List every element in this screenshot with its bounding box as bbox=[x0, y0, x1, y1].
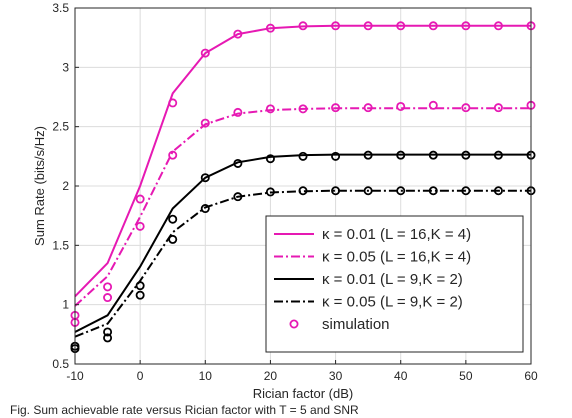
legend-label-1: κ = 0.01 (L = 16,K = 4) bbox=[322, 226, 471, 243]
simulation-point bbox=[265, 104, 275, 114]
simulation-point bbox=[493, 150, 503, 160]
legend: κ = 0.01 (L = 16,K = 4) κ = 0.05 (L = 16,… bbox=[265, 215, 524, 353]
simulation-point bbox=[103, 333, 113, 343]
legend-label-3: κ = 0.01 (L = 9,K = 2) bbox=[322, 271, 463, 288]
x-axis-label: Rician factor (dB) bbox=[253, 386, 353, 401]
x-tick-label: 60 bbox=[524, 369, 538, 383]
simulation-point bbox=[200, 173, 210, 183]
simulation-point bbox=[103, 327, 113, 337]
simulation-point bbox=[233, 192, 243, 202]
series-line-4 bbox=[74, 189, 531, 338]
x-tick-label: 0 bbox=[137, 369, 144, 383]
simulation-point bbox=[396, 186, 406, 196]
y-tick-label: 1 bbox=[62, 298, 69, 312]
y-tick-label: 2.5 bbox=[52, 120, 69, 134]
simulation-point bbox=[135, 290, 145, 300]
simulation-point bbox=[168, 214, 178, 224]
simulation-point bbox=[298, 186, 308, 196]
simulation-point bbox=[265, 154, 275, 164]
simulation-point bbox=[331, 21, 341, 31]
simulation-point bbox=[298, 104, 308, 114]
simulation-point bbox=[461, 186, 471, 196]
simulation-point bbox=[428, 21, 438, 31]
simulation-point bbox=[363, 150, 373, 160]
series-line-1 bbox=[74, 24, 531, 298]
simulation-point bbox=[233, 107, 243, 117]
simulation-point bbox=[298, 21, 308, 31]
simulation-point bbox=[135, 194, 145, 204]
x-tick-label: 20 bbox=[264, 369, 278, 383]
x-tick-label: 50 bbox=[459, 369, 473, 383]
simulation-point bbox=[363, 186, 373, 196]
simulation-point bbox=[493, 103, 503, 113]
x-tick-label: 40 bbox=[394, 369, 408, 383]
simulation-point bbox=[396, 150, 406, 160]
simulation-point bbox=[428, 100, 438, 110]
simulation-point bbox=[331, 103, 341, 113]
simulation-point bbox=[331, 151, 341, 161]
simulation-point bbox=[135, 281, 145, 291]
simulation-point bbox=[168, 150, 178, 160]
simulation-point bbox=[168, 234, 178, 244]
legend-label-2: κ = 0.05 (L = 16,K = 4) bbox=[322, 249, 471, 266]
simulation-point bbox=[493, 21, 503, 31]
simulation-point bbox=[428, 186, 438, 196]
legend-box bbox=[265, 215, 524, 353]
x-tick-label: 10 bbox=[199, 369, 213, 383]
y-tick-label: 0.5 bbox=[52, 357, 69, 371]
figure-caption: Fig. Sum achievable rate versus Rician f… bbox=[10, 403, 359, 417]
simulation-point bbox=[331, 186, 341, 196]
simulation-point bbox=[363, 21, 373, 31]
legend-swatch-simulation bbox=[289, 319, 299, 329]
simulation-point bbox=[265, 187, 275, 197]
legend-label-simulation: simulation bbox=[322, 316, 390, 333]
simulation-point bbox=[200, 48, 210, 58]
x-tick-label: -10 bbox=[66, 369, 84, 383]
simulation-point bbox=[233, 29, 243, 39]
simulation-point bbox=[103, 282, 113, 292]
simulation-point bbox=[265, 23, 275, 33]
simulation-point bbox=[200, 204, 210, 214]
series-lines bbox=[74, 24, 531, 338]
y-tick-label: 1.5 bbox=[52, 238, 69, 252]
y-tick-label: 3 bbox=[62, 60, 69, 74]
simulation-point bbox=[493, 186, 503, 196]
legend-label-4: κ = 0.05 (L = 9,K = 2) bbox=[322, 294, 463, 311]
series-line-3 bbox=[74, 153, 531, 333]
simulation-point bbox=[461, 103, 471, 113]
y-tick-label: 3.5 bbox=[52, 1, 69, 15]
simulation-point bbox=[396, 21, 406, 31]
simulation-point bbox=[461, 150, 471, 160]
simulation-point bbox=[428, 150, 438, 160]
x-tick-label: 30 bbox=[329, 369, 343, 383]
axes: -10 0 10 20 30 40 50 60 0.5 1 1.5 2 2.5 3 3.5 bbox=[52, 1, 538, 383]
simulation-point bbox=[298, 151, 308, 161]
y-tick-label: 2 bbox=[62, 179, 69, 193]
simulation-point bbox=[363, 103, 373, 113]
simulation-point bbox=[200, 118, 210, 128]
simulation-point bbox=[233, 158, 243, 168]
simulation-point bbox=[396, 101, 406, 111]
simulation-point bbox=[461, 21, 471, 31]
simulation-point bbox=[135, 221, 145, 231]
simulation-point bbox=[103, 293, 113, 303]
simulation-point bbox=[168, 98, 178, 108]
y-axis-label: Sum Rate (bits/s/Hz) bbox=[32, 126, 47, 246]
series-line-2 bbox=[74, 107, 531, 307]
